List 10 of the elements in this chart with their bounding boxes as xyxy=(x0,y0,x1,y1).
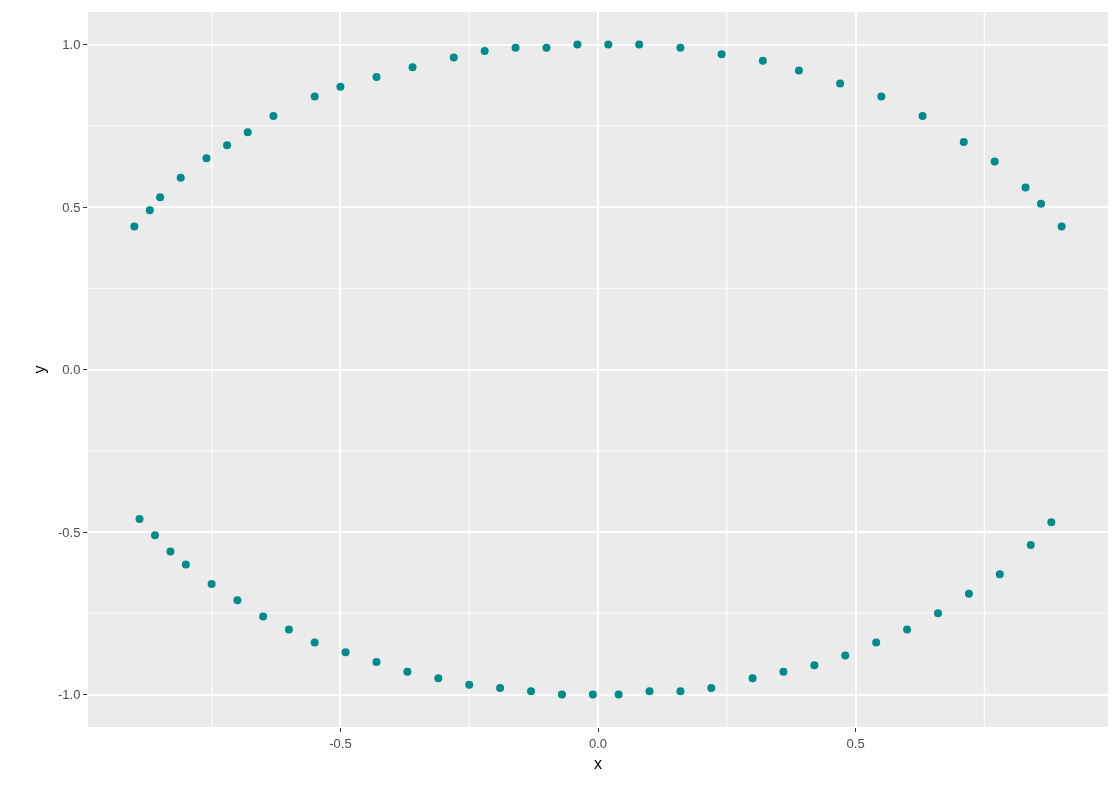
y-axis-title: y xyxy=(30,365,48,374)
y-tick-label: -1.0 xyxy=(57,687,81,703)
y-tick-label: 0.5 xyxy=(62,199,81,215)
x-tick-label: 0.0 xyxy=(588,735,608,751)
x-tick-label: 0.5 xyxy=(846,735,865,751)
y-tick-label: 0.0 xyxy=(62,362,81,378)
x-axis-title: x xyxy=(594,755,602,773)
x-tick-label: -0.5 xyxy=(329,735,352,751)
y-tick-label: -0.5 xyxy=(57,524,81,540)
y-tick-label: 1.0 xyxy=(62,37,81,53)
